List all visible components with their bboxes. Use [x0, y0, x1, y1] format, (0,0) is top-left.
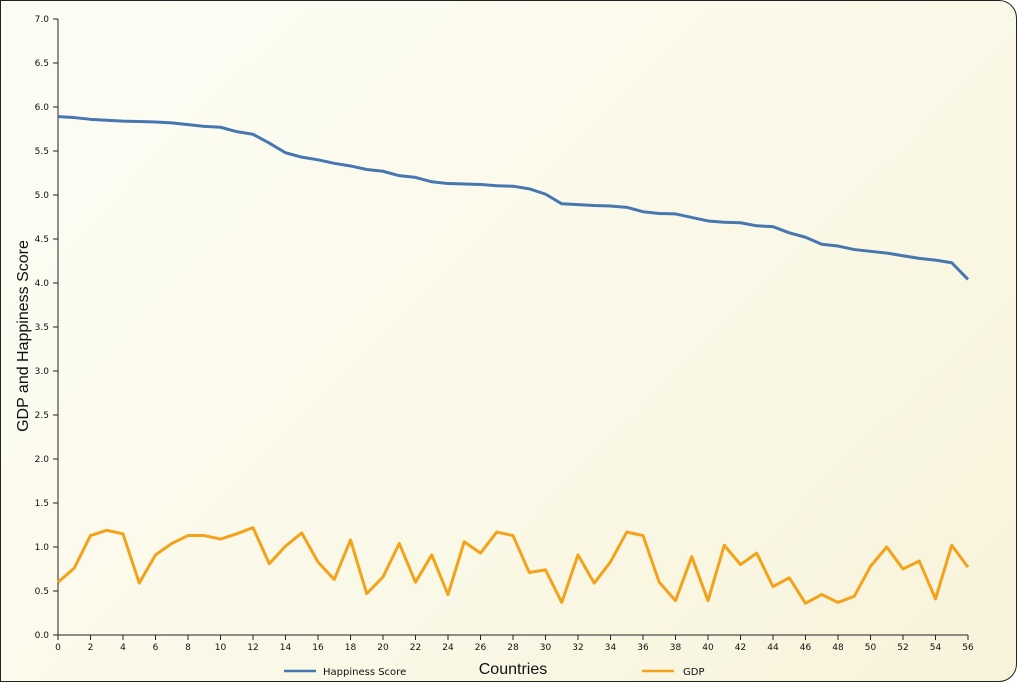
x-tick-label: 40: [702, 643, 714, 653]
y-tick-label: 2.5: [35, 411, 49, 421]
x-tick-label: 18: [345, 643, 357, 653]
x-tick-label: 24: [442, 643, 454, 653]
legend-label-gdp: GDP: [683, 667, 704, 678]
x-axis-title: Countries: [479, 661, 547, 678]
y-tick-label: 3.0: [35, 367, 50, 377]
y-tick-label: 6.0: [35, 103, 50, 113]
x-tick-label: 4: [120, 643, 126, 653]
x-tick-label: 0: [55, 643, 61, 653]
y-tick-label: 2.0: [35, 455, 50, 465]
x-tick-label: 34: [605, 643, 617, 653]
y-tick-label: 7.0: [35, 15, 50, 25]
x-tick-label: 46: [800, 643, 812, 653]
x-tick-label: 22: [410, 643, 421, 653]
y-tick-label: 6.5: [35, 59, 49, 69]
y-tick-label: 5.0: [35, 191, 50, 201]
x-tick-label: 52: [897, 643, 908, 653]
x-tick-label: 28: [507, 643, 519, 653]
x-tick-label: 32: [572, 643, 583, 653]
y-tick-label: 0.0: [35, 631, 50, 641]
x-tick-label: 14: [280, 643, 292, 653]
x-tick-label: 56: [962, 643, 974, 653]
y-tick-label: 4.5: [35, 235, 49, 245]
y-tick-label: 1.5: [35, 499, 49, 509]
series-line-gdp: [57, 526, 970, 605]
x-tick-label: 16: [312, 643, 324, 653]
x-tick-label: 54: [930, 643, 942, 653]
legend-label-happiness-score: Happiness Score: [323, 667, 406, 678]
x-tick-label: 20: [377, 643, 389, 653]
x-tick-label: 30: [540, 643, 552, 653]
x-tick-label: 2: [88, 643, 94, 653]
x-tick-label: 38: [670, 643, 682, 653]
x-tick-label: 44: [767, 643, 779, 653]
y-tick-label: 3.5: [35, 323, 49, 333]
y-axis-title: GDP and Happiness Score: [15, 240, 32, 432]
y-tick-label: 5.5: [35, 147, 49, 157]
series-line-happiness-score: [57, 115, 970, 281]
x-tick-label: 8: [185, 643, 191, 653]
legend: Happiness Score GDP: [284, 667, 704, 678]
x-tick-label: 10: [215, 643, 227, 653]
x-tick-label: 36: [637, 643, 649, 653]
x-tick-label: 42: [735, 643, 746, 653]
axes: 0.0 0.5 1.0 1.5 2.0 2.5 3.0 3.5 4.0 4.5 5.0 5.5 6.0 6…: [35, 15, 974, 653]
x-tick-label: 48: [832, 643, 844, 653]
y-tick-label: 4.0: [35, 279, 50, 289]
y-tick-label: 0.5: [35, 587, 49, 597]
y-tick-label: 1.0: [35, 543, 50, 553]
series-lines: [57, 115, 970, 605]
x-tick-label: 12: [247, 643, 258, 653]
x-tick-label: 50: [865, 643, 877, 653]
x-tick-label: 26: [475, 643, 487, 653]
x-tick-label: 6: [153, 643, 159, 653]
